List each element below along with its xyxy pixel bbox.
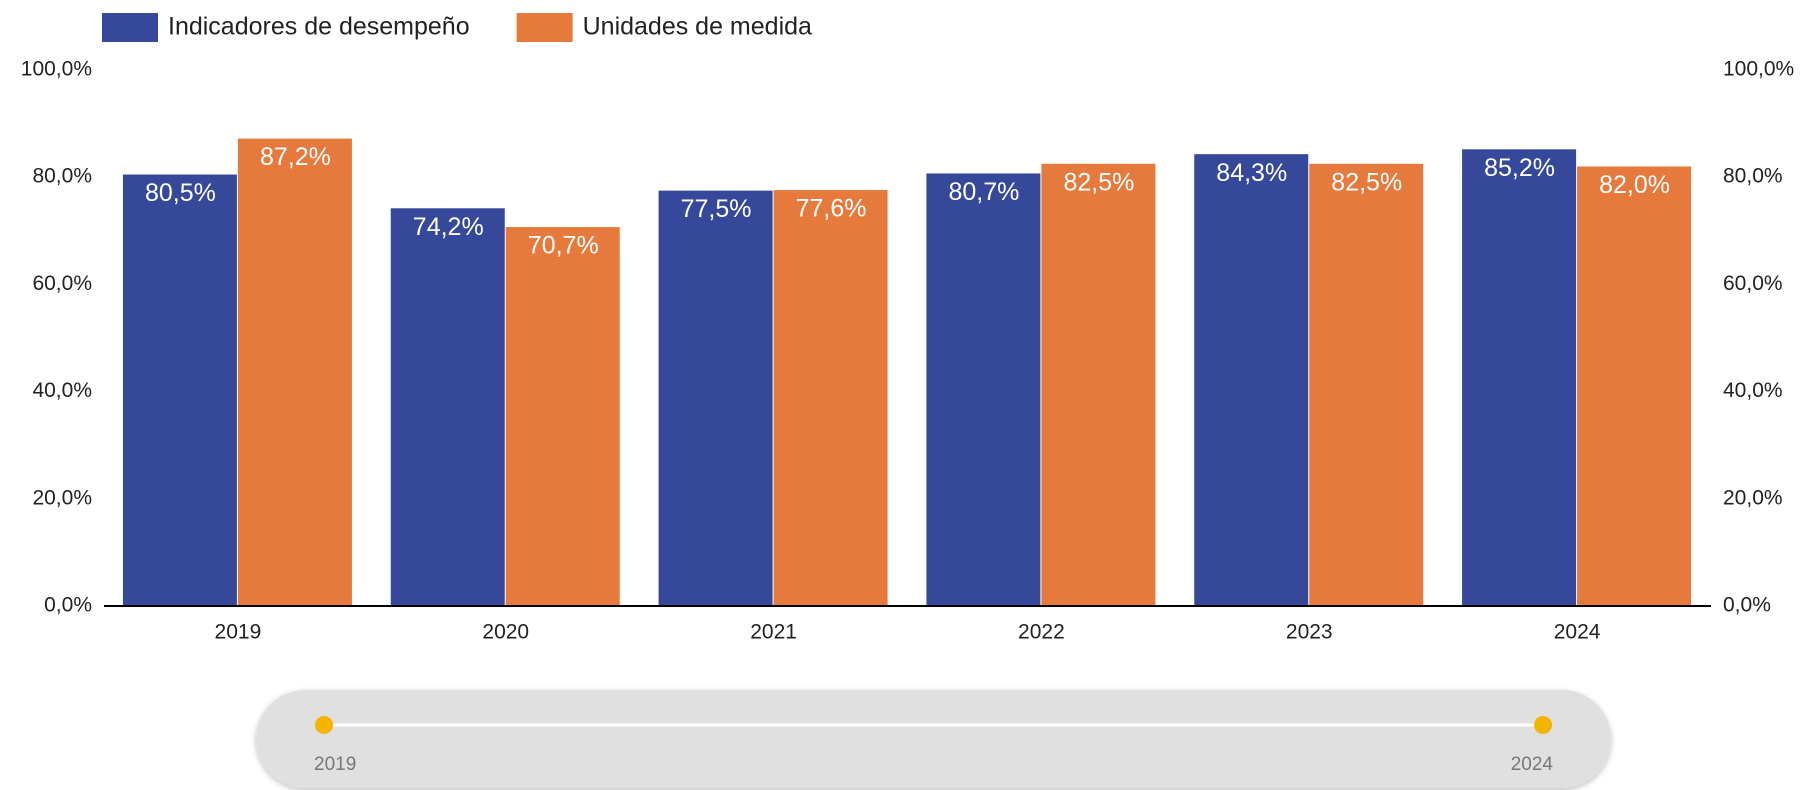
x-tick-label: 2019 [215, 621, 262, 644]
legend-swatch [102, 13, 158, 42]
bar [1309, 163, 1424, 607]
legend-label: Indicadores de desempeño [168, 13, 470, 41]
legend-swatch [516, 13, 573, 42]
slider-handle[interactable] [315, 716, 333, 734]
bar [390, 208, 505, 606]
x-tick-label: 2020 [482, 621, 529, 644]
value-label: 84,3% [1216, 159, 1287, 187]
x-tick-label: 2022 [1018, 621, 1065, 644]
x-tick-label: 2024 [1554, 621, 1601, 644]
slider-start-label: 2019 [314, 754, 356, 775]
y-tick-label: 80,0% [32, 165, 92, 188]
value-label: 80,7% [948, 178, 1019, 206]
value-label: 80,5% [145, 179, 216, 207]
value-label: 74,2% [413, 213, 484, 241]
y-tick-label: 100,0% [21, 58, 92, 81]
value-label: 85,2% [1484, 154, 1555, 182]
y2-tick-label: 40,0% [1723, 379, 1783, 402]
y2-tick-label: 60,0% [1723, 272, 1783, 295]
bar [505, 227, 620, 606]
y-tick-label: 60,0% [32, 272, 92, 295]
bar [773, 190, 888, 606]
bar [1462, 149, 1577, 606]
value-label: 77,5% [681, 195, 752, 223]
value-label: 87,2% [260, 143, 331, 171]
y2-tick-label: 100,0% [1723, 58, 1794, 81]
slider-handle[interactable] [1534, 716, 1552, 734]
y-tick-label: 40,0% [32, 379, 92, 402]
y2-tick-label: 80,0% [1723, 165, 1783, 188]
y2-tick-label: 20,0% [1723, 486, 1783, 509]
x-tick-label: 2021 [750, 621, 797, 644]
legend-label: Unidades de medida [583, 13, 812, 41]
y2-tick-label: 0,0% [1723, 594, 1771, 617]
bar [237, 138, 352, 606]
bar [926, 173, 1041, 606]
value-label: 77,6% [796, 195, 867, 223]
slider-end-label: 2024 [1511, 754, 1554, 775]
bar [1577, 166, 1692, 607]
bar [1194, 154, 1309, 607]
value-label: 82,0% [1599, 171, 1670, 199]
y-tick-label: 20,0% [32, 486, 92, 509]
range-slider[interactable]: 2019 2024 [256, 690, 1611, 788]
value-label: 82,5% [1331, 168, 1402, 196]
x-tick-label: 2023 [1286, 621, 1333, 644]
bar [658, 190, 773, 606]
bar [1041, 163, 1156, 607]
value-label: 70,7% [528, 232, 599, 260]
bar [122, 174, 237, 606]
y-tick-label: 0,0% [44, 594, 92, 617]
slider-track-bg [256, 690, 1611, 788]
value-label: 82,5% [1063, 168, 1134, 196]
